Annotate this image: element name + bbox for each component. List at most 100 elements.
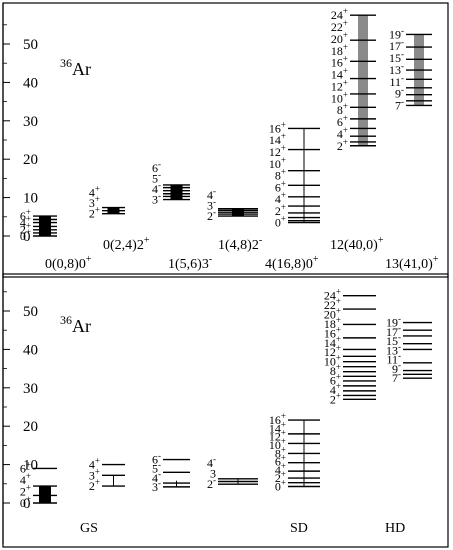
spin-label: 2+ <box>89 477 100 493</box>
spin-label: 16+ <box>331 54 348 70</box>
spin-label: 10+ <box>331 89 348 105</box>
y-tick-label: 10 <box>23 458 38 474</box>
spin-label: 4+ <box>275 461 286 477</box>
spin-label: 6+ <box>337 113 348 129</box>
spin-label: 6+ <box>20 207 31 223</box>
spin-label: 9- <box>395 85 404 101</box>
band-label: 12(40,0)+ <box>330 235 384 253</box>
band-label: 4(16,8)0+ <box>265 254 319 272</box>
panel-theory: 0102030405036Ar0+2+4+6+0(0,8)0+2+3+4+0(2… <box>2 2 449 278</box>
band: 0+2+4+6+8+10+12+14+16+ 4(16,8)0+ <box>265 119 320 272</box>
spin-label: 4- <box>207 454 216 470</box>
spin-label: 0+ <box>275 214 286 230</box>
band-label: 1(5,6)3- <box>168 254 212 272</box>
spin-label: 7- <box>395 96 404 112</box>
spin-label: 2+ <box>20 220 31 236</box>
spin-label: 17- <box>389 37 404 53</box>
band-label: 13(41,0)+ <box>385 254 439 272</box>
band-spread-bar <box>39 486 51 503</box>
spin-label: 13- <box>386 341 401 357</box>
band: 2+4+6+8+10+12+14+16+18+20+22+24+ HD <box>324 287 405 536</box>
spin-label: 12+ <box>269 428 286 444</box>
spin-label: 15- <box>386 332 401 348</box>
band: 7-9-11-13-15-17-19- 13(41,0)+ <box>385 25 439 272</box>
nucleus-label: 36Ar <box>60 313 91 336</box>
spin-label: 11- <box>389 73 404 89</box>
spin-label: 3- <box>152 478 161 494</box>
spin-label: 8+ <box>337 101 348 117</box>
y-tick-label: 40 <box>23 75 38 91</box>
band-spread-bar <box>358 15 368 146</box>
band: 2+4+6+8+10+12+14+16+18+20+22+24+ 12(40,0)… <box>330 6 384 253</box>
spin-label: 4+ <box>337 125 348 141</box>
spin-label: 20+ <box>331 30 348 46</box>
spin-label: 14+ <box>324 334 341 350</box>
spin-label: 4+ <box>20 214 31 230</box>
y-tick-label: 50 <box>23 37 38 53</box>
band: 2-34- <box>207 454 258 491</box>
spin-label: 6+ <box>330 371 341 387</box>
band: 0+2+4+6+GS <box>20 459 98 536</box>
band-label: 1(4,8)2- <box>218 235 262 253</box>
spin-label: 22+ <box>331 18 348 34</box>
spin-label: 19- <box>389 25 404 41</box>
y-tick-label: 30 <box>23 381 38 397</box>
spin-label: 6+ <box>275 178 286 194</box>
spin-label: 2- <box>207 207 216 223</box>
spin-label: 18+ <box>331 42 348 58</box>
spin-label: 3 <box>210 467 216 481</box>
y-tick-label: 20 <box>23 152 38 168</box>
y-tick-label: 20 <box>23 419 38 435</box>
spin-label: 11- <box>386 351 401 367</box>
spin-label: 2+ <box>275 469 286 485</box>
spin-label: 6- <box>152 159 161 175</box>
spin-label: 5- <box>152 460 161 476</box>
spin-label: 2+ <box>89 205 100 221</box>
spin-label: 15- <box>389 49 404 65</box>
spin-label: 3+ <box>89 194 100 210</box>
y-tick-label: 0 <box>23 229 31 245</box>
spin-label: 24+ <box>324 287 341 303</box>
band: 2+3+4+ <box>89 456 125 493</box>
spin-label: 12+ <box>269 143 286 159</box>
spin-label: 7- <box>392 369 401 385</box>
spin-label: 16+ <box>269 411 286 427</box>
spin-label: 4+ <box>89 456 100 472</box>
spin-label: 16+ <box>324 324 341 340</box>
band-label: 0(2,4)2+ <box>103 235 150 253</box>
y-tick-label: 10 <box>23 191 38 207</box>
band: 3-4-5-6- 1(5,6)3- <box>152 159 212 272</box>
band: 7-9-11-13-15-17-19- <box>386 314 432 385</box>
spin-label: 4- <box>207 186 216 202</box>
spin-label: 12+ <box>331 77 348 93</box>
spin-label: 5- <box>152 170 161 186</box>
spin-label: 4+ <box>275 190 286 206</box>
spin-label: 0+ <box>275 477 286 493</box>
spin-label: 18+ <box>324 315 341 331</box>
band: 0+2+4+6+ 0(0,8)0+ <box>20 207 92 272</box>
spin-label: 12+ <box>324 343 341 359</box>
y-tick-label: 30 <box>23 114 38 130</box>
band-label: 0(0,8)0+ <box>45 254 92 272</box>
spin-label: 2+ <box>330 390 341 406</box>
spin-label: 10+ <box>269 436 286 452</box>
spin-label: 0+ <box>20 494 31 510</box>
band: 2+3+4+ 0(2,4)2+ <box>89 184 150 253</box>
spin-label: 3- <box>207 197 216 213</box>
band: 0+2+4+6+8+10+12+14+16+ SD <box>269 411 320 536</box>
spin-label: 4+ <box>89 184 100 200</box>
y-tick-label: 50 <box>23 304 38 320</box>
nucleus-label: 36Ar <box>60 56 91 79</box>
spin-label: 19- <box>386 314 401 330</box>
band-label: HD <box>385 521 405 536</box>
spin-label: 14+ <box>269 131 286 147</box>
spin-label: 14+ <box>269 419 286 435</box>
y-tick-label: 40 <box>23 342 38 358</box>
spin-label: 2- <box>207 475 216 491</box>
spin-label: 8+ <box>330 362 341 378</box>
spin-label: 6+ <box>20 459 31 475</box>
spin-label: 6- <box>152 451 161 467</box>
spin-label: 17- <box>386 323 401 339</box>
